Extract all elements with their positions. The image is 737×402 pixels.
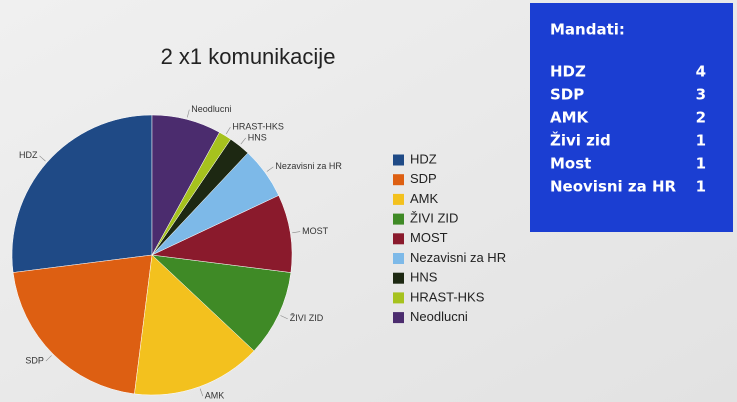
legend-label: SDP bbox=[410, 171, 437, 186]
legend-label: ŽIVI ZID bbox=[410, 211, 458, 226]
panel-value: 2 bbox=[696, 109, 706, 127]
panel-value: 1 bbox=[696, 155, 706, 173]
legend-swatch bbox=[393, 272, 404, 284]
slice-label: HDZ bbox=[19, 150, 38, 160]
panel-title: Mandati: bbox=[550, 21, 625, 39]
leader-line bbox=[266, 166, 274, 172]
panel-name: AMK bbox=[550, 109, 590, 127]
leader-line bbox=[187, 109, 190, 118]
pie-slice bbox=[134, 254, 255, 396]
slice-label: Neodlucni bbox=[191, 104, 231, 114]
legend-swatch bbox=[393, 154, 404, 166]
panel-box bbox=[530, 3, 733, 232]
panel-name: Most bbox=[550, 155, 591, 173]
chart-title: 2 x1 komunikacije bbox=[161, 44, 336, 69]
legend-swatch bbox=[393, 213, 404, 225]
leader-line bbox=[199, 388, 204, 397]
legend-swatch bbox=[393, 292, 404, 304]
pie-slice bbox=[12, 254, 153, 395]
legend-label: HNS bbox=[410, 270, 438, 285]
leader-line bbox=[39, 155, 46, 162]
panel-value: 1 bbox=[696, 132, 706, 150]
panel-value: 1 bbox=[696, 178, 706, 196]
panel-name: HDZ bbox=[550, 63, 586, 81]
legend-swatch bbox=[393, 253, 404, 264]
legend-label: HRAST-HKS bbox=[410, 289, 485, 304]
slice-label: SDP bbox=[25, 355, 44, 365]
legend-swatch bbox=[393, 312, 404, 324]
panel-name: Živi zid bbox=[550, 131, 611, 150]
slice-label: AMK bbox=[205, 391, 225, 401]
slice-label: Nezavisni za HR bbox=[275, 161, 342, 171]
pie-slice bbox=[151, 114, 220, 256]
legend-label: Neodlucni bbox=[410, 309, 468, 324]
slice-label: ŽIVI ZID bbox=[290, 313, 324, 323]
slice-label: HRAST-HKS bbox=[232, 121, 284, 131]
panel-value: 4 bbox=[696, 63, 706, 81]
slice-label: HNS bbox=[248, 132, 267, 142]
legend-swatch bbox=[393, 193, 404, 205]
panel-name: SDP bbox=[550, 86, 584, 104]
legend-label: HDZ bbox=[410, 151, 437, 166]
legend-swatch bbox=[393, 174, 404, 186]
leader-line bbox=[280, 315, 288, 320]
leader-line bbox=[240, 137, 247, 145]
legend-swatch bbox=[393, 233, 404, 245]
pie-slice bbox=[151, 195, 293, 273]
pie-slice bbox=[151, 254, 292, 352]
leader-line bbox=[45, 355, 52, 362]
leader-line bbox=[292, 231, 301, 234]
legend-label: AMK bbox=[410, 191, 439, 206]
panel-name: Neovisni za HR bbox=[550, 178, 677, 196]
slice-label: MOST bbox=[302, 226, 329, 236]
panel-value: 3 bbox=[696, 86, 706, 104]
legend-label: MOST bbox=[410, 230, 448, 245]
leader-line bbox=[225, 126, 231, 135]
pie-slice bbox=[11, 114, 153, 273]
legend-label: Nezavisni za HR bbox=[410, 250, 506, 265]
